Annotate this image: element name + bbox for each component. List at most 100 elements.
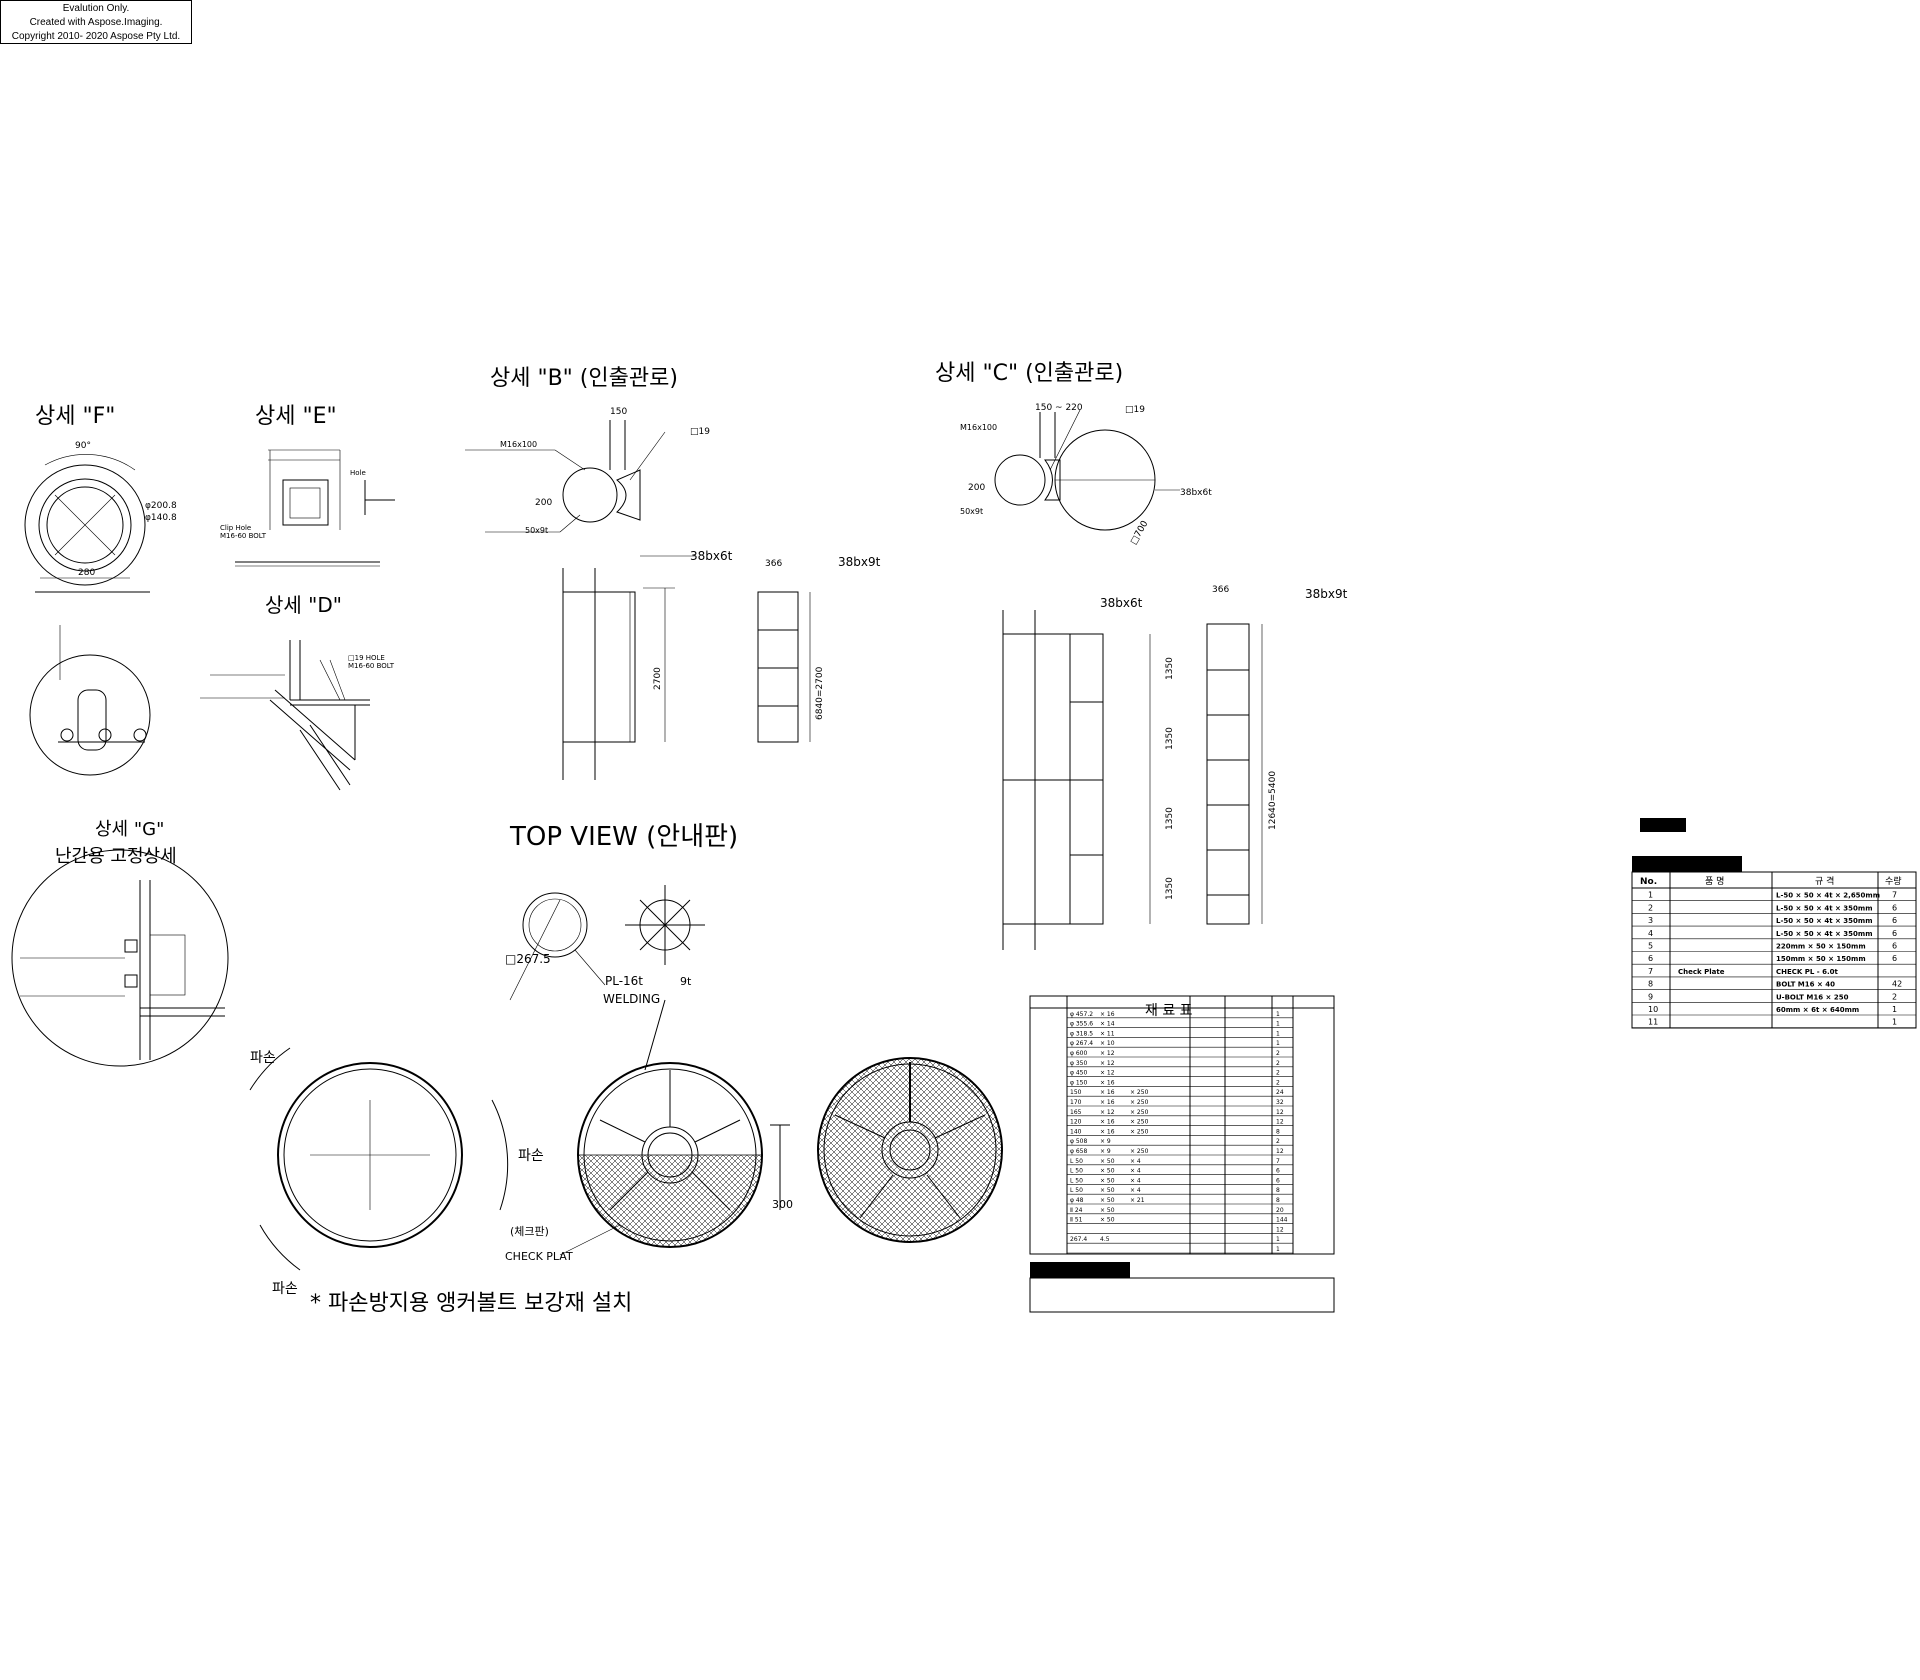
top-view-title: TOP VIEW (안내판) [509, 822, 738, 852]
material-cell: × 4 [1130, 1187, 1141, 1194]
b-6840-label: 6840=2700 [815, 666, 825, 720]
b-ladder-frame [562, 591, 636, 743]
material-cell: × 50 [1100, 1197, 1115, 1204]
material-cell: 4.5 [1100, 1236, 1110, 1243]
detail-c: 상세 "C" (인출관로) 150 ~ 220 □19 M16x100 200 … [935, 361, 1348, 950]
clamp-detail-circle [29, 654, 151, 776]
material-cell: × 16 [1100, 1089, 1115, 1096]
material-cell: φ 355.6 [1070, 1021, 1093, 1028]
parts-cell-qty: 2 [1892, 992, 1897, 1001]
parts-header-no: No. [1640, 877, 1657, 887]
b-2700-label: 2700 [653, 667, 663, 690]
material-cell: 1 [1276, 1030, 1280, 1037]
parts-cell-spec: 150mm × 50 × 150mm [1776, 955, 1866, 963]
material-cell: × 50 [1100, 1177, 1115, 1184]
material-cell: × 250 [1130, 1119, 1149, 1126]
parts-cell-qty: 6 [1892, 903, 1897, 912]
c-38x6a-label: 38bx6t [1180, 488, 1212, 498]
tv-300-label: 300 [772, 1198, 793, 1211]
b-pipe-circle [562, 467, 618, 523]
detail-c-title: 상세 "C" (인출관로) [935, 361, 1123, 386]
detail-g: 상세 "G" 난간용 고정상세 [11, 819, 229, 1067]
watermark-line-1: Evalution Only. [62, 3, 130, 14]
parts-cell-spec: L-50 × 50 × 4t × 350mm [1776, 917, 1872, 925]
cover-label-right: 파손 [518, 1148, 544, 1164]
detail-f: 상세 "F" 90° φ140.8 φ200.8 280 [24, 404, 177, 776]
material-cell: 24 [1276, 1089, 1284, 1096]
tv-pl-label: PL-16t [605, 974, 643, 988]
detail-g-subtitle: 난간용 고정상세 [55, 846, 177, 867]
parts-header-name: 품 명 [1705, 876, 1724, 887]
material-cell: × 16 [1100, 1128, 1115, 1135]
parts-cell-no: 6 [1648, 954, 1653, 963]
material-cell: 1 [1276, 1040, 1280, 1047]
parts-cell-qty: 1 [1892, 1005, 1897, 1014]
clip-hole-label: Clip Hole [220, 524, 251, 532]
parts-cell-spec: 60mm × 6t × 640mm [1776, 1006, 1859, 1014]
material-cell: 140 [1070, 1128, 1082, 1135]
material-cell: 144 [1276, 1217, 1288, 1224]
material-cell: 1 [1276, 1246, 1280, 1253]
flange-inner-circle [46, 486, 124, 564]
c-ladder-frame [1002, 633, 1104, 925]
parts-cell-qty: 6 [1892, 942, 1897, 951]
hole-label: Hole [350, 469, 366, 477]
material-table-title: 재 료 표 [1145, 1003, 1193, 1019]
d-hole-label: □19 HOLE [348, 654, 385, 662]
material-cell: 12 [1276, 1148, 1284, 1155]
material-cell: 2 [1276, 1060, 1280, 1067]
material-cell: × 50 [1100, 1187, 1115, 1194]
grating-plan: 300 [770, 1057, 1003, 1243]
material-cell: × 12 [1100, 1070, 1115, 1077]
material-cell: φ 48 [1070, 1197, 1084, 1204]
check-plat-korean: (체크판) [510, 1225, 549, 1238]
parts-cell-no: 11 [1648, 1018, 1658, 1027]
top-view: TOP VIEW (안내판) □267.5 PL-16t 9t WELDING [505, 822, 738, 1006]
material-cell: × 9 [1100, 1138, 1111, 1145]
tv-welding-label: WELDING [603, 992, 660, 1006]
material-cell: φ 450 [1070, 1070, 1088, 1077]
material-cell: 12 [1276, 1109, 1284, 1116]
material-cell: φ 600 [1070, 1050, 1088, 1057]
cover-label-bottom: 파손 [272, 1281, 298, 1297]
detail-e: 상세 "E" Hole Clip Hole M16-60 BOLT [220, 404, 395, 567]
parts-table-rows: 1 L-50 × 50 × 4t × 2,650mm 7 2 L-50 × 50 × 4… [1632, 891, 1916, 1028]
parts-cell-qty: 6 [1892, 954, 1897, 963]
b-m16-label: M16x100 [500, 440, 537, 449]
material-cell: φ 267.4 [1070, 1040, 1093, 1047]
material-cell: L 50 [1070, 1187, 1083, 1194]
parts-table: No. 품 명 규 격 수량 1 L-50 × 50 × 4t × 2,650mm… [1631, 818, 1917, 1029]
material-table: 재 료 표 φ 457.2 × 16 1 φ 355.6 × 14 1 φ 318.5 × 1… [1029, 995, 1335, 1313]
notes-header-bar [1030, 1262, 1130, 1278]
parts-cell-spec: BOLT M16 × 40 [1776, 981, 1835, 989]
parts-cell-no: 4 [1648, 929, 1653, 938]
material-cell: 6 [1276, 1168, 1280, 1175]
parts-cell-qty: 6 [1892, 929, 1897, 938]
base-plate [282, 479, 329, 526]
c-side-ladder [1206, 623, 1250, 925]
material-cell: 165 [1070, 1109, 1082, 1116]
material-cell: × 50 [1100, 1207, 1115, 1214]
c-pipe-circle [994, 454, 1046, 506]
tv-9t-label: 9t [680, 975, 692, 988]
material-cell: 8 [1276, 1197, 1280, 1204]
c-d19-label: □19 [1125, 405, 1145, 415]
parts-cell-no: 8 [1648, 980, 1653, 989]
c-200-label: 200 [968, 483, 985, 493]
material-cell: 2 [1276, 1079, 1280, 1086]
c-366-label: 366 [1212, 585, 1229, 595]
bolt-label-e: M16-60 BOLT [220, 532, 267, 540]
b-366-label: 366 [765, 559, 782, 569]
material-cell: 150 [1070, 1089, 1082, 1096]
parts-cell-no: 7 [1648, 967, 1653, 976]
material-cell: φ 318.5 [1070, 1030, 1093, 1037]
material-cell: 20 [1276, 1207, 1284, 1214]
c-150-220-label: 150 ~ 220 [1035, 403, 1083, 413]
parts-cell-spec: L-50 × 50 × 4t × 350mm [1776, 930, 1872, 938]
material-cell: 8 [1276, 1187, 1280, 1194]
material-cell: Ⅱ 51 [1070, 1217, 1083, 1224]
parts-cell-spec: L-50 × 50 × 4t × 2,650mm [1776, 892, 1880, 900]
parts-cell-qty: 7 [1892, 891, 1897, 900]
b-side-ladder [757, 591, 799, 743]
c-38x9-label: 38bx9t [1305, 587, 1348, 601]
